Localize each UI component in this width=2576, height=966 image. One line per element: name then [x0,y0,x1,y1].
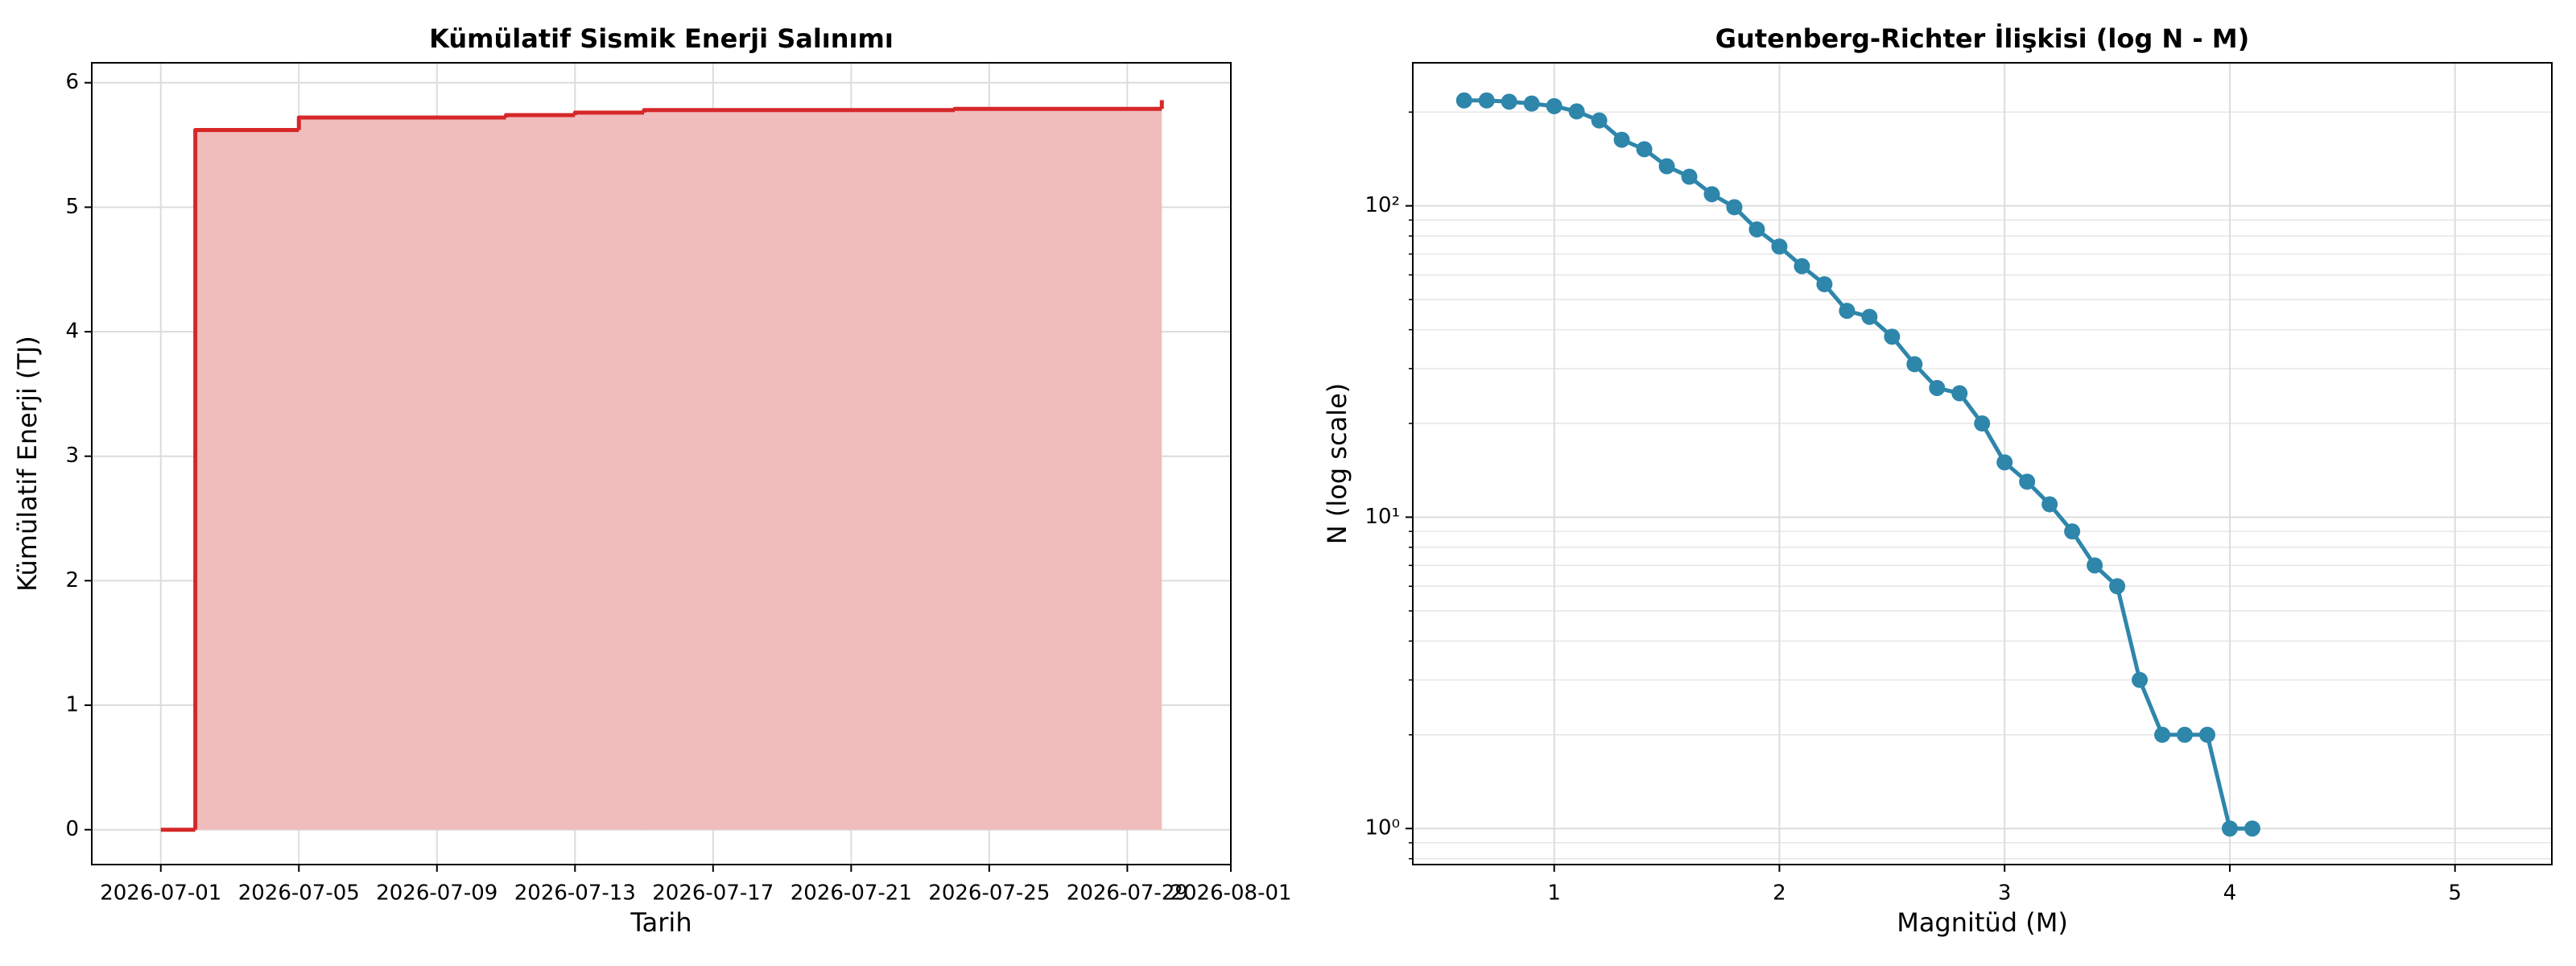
marker [1771,238,1788,255]
y-tick-label: 4 [65,320,79,344]
y-axis-label: N (log scale) [1322,383,1352,544]
marker [2064,523,2081,540]
marker [1501,93,1517,110]
x-tick-label: 2026-08-01 [1170,881,1291,906]
area-segment [506,114,576,830]
marker [1929,379,1946,396]
marker [1861,308,1878,325]
marker [1726,199,1743,216]
marker [1906,356,1923,373]
area-segment [575,112,645,830]
x-tick-label: 1 [1547,881,1561,906]
marker [1996,454,2013,471]
y-axis-label: Kümülatif Enerji (TJ) [12,336,43,592]
marker [2244,820,2260,837]
marker [1613,131,1630,148]
y-tick-label: 6 [65,70,79,94]
step-line [952,106,1162,111]
plot-area [1413,63,2552,865]
marker [1523,95,1540,112]
x-tick-label: 2026-07-25 [928,881,1050,906]
marker [2041,496,2058,513]
y-tick-label: 10⁰ [1364,816,1400,840]
marker [1816,276,1833,293]
plot-frame [91,62,1232,865]
marker [2176,726,2193,743]
marker [1478,92,1495,109]
marker [1658,158,1675,175]
y-tick-label: 1 [65,693,79,717]
y-tick-label: 0 [65,817,79,841]
y-tick-label: 3 [65,444,79,468]
marker [1546,97,1563,114]
marker [2109,578,2126,595]
marker [1748,221,1765,237]
y-tick-label: 5 [65,195,79,219]
step-line [296,115,506,130]
step-line [572,110,645,115]
x-tick-label: 2026-07-13 [514,881,636,906]
plot-area [92,63,1231,865]
marker [1568,103,1585,120]
marker [2198,726,2215,743]
plot-frame [1412,62,2553,865]
marker [1794,258,1810,275]
marker [1974,415,1991,432]
marker [2132,671,2149,688]
marker [1839,303,1856,320]
step-line [642,108,955,113]
chart-title: Kümülatif Sismik Enerji Salınımı [429,23,894,54]
x-tick-label: 2026-07-29 [1067,881,1188,906]
area-segment [299,118,506,830]
x-tick-label: 2026-07-01 [100,881,221,906]
y-tick-label: 2 [65,568,79,592]
x-axis-label: Tarih [630,907,691,938]
marker [1636,141,1653,158]
area-segment [644,109,955,830]
x-axis-label: Magnitüd (M) [1897,907,2068,938]
marker [1591,112,1608,129]
marker [2019,473,2036,490]
x-tick-label: 5 [2448,881,2462,906]
x-tick-label: 2026-07-21 [791,881,912,906]
marker [1681,168,1698,185]
marker [1951,385,1968,402]
x-tick-label: 2026-07-05 [238,881,360,906]
step-line [193,128,299,830]
x-tick-label: 2026-07-17 [652,881,774,906]
x-tick-label: 2 [1773,881,1786,906]
y-tick-label: 10² [1364,193,1400,217]
marker [2154,726,2171,743]
x-tick-label: 2026-07-09 [376,881,497,906]
marker [2221,820,2238,837]
area-segment [954,109,1162,830]
step-line [504,113,576,118]
x-tick-label: 4 [2223,881,2237,906]
marker [1455,92,1472,109]
marker [1884,328,1901,345]
marker [2087,557,2103,574]
area-segment [195,130,299,830]
marker [1703,186,1720,203]
chart-title: Gutenberg-Richter İlişkisi (log N - M) [1715,23,2249,54]
y-tick-label: 10¹ [1364,505,1400,529]
x-tick-label: 3 [1998,881,2012,906]
